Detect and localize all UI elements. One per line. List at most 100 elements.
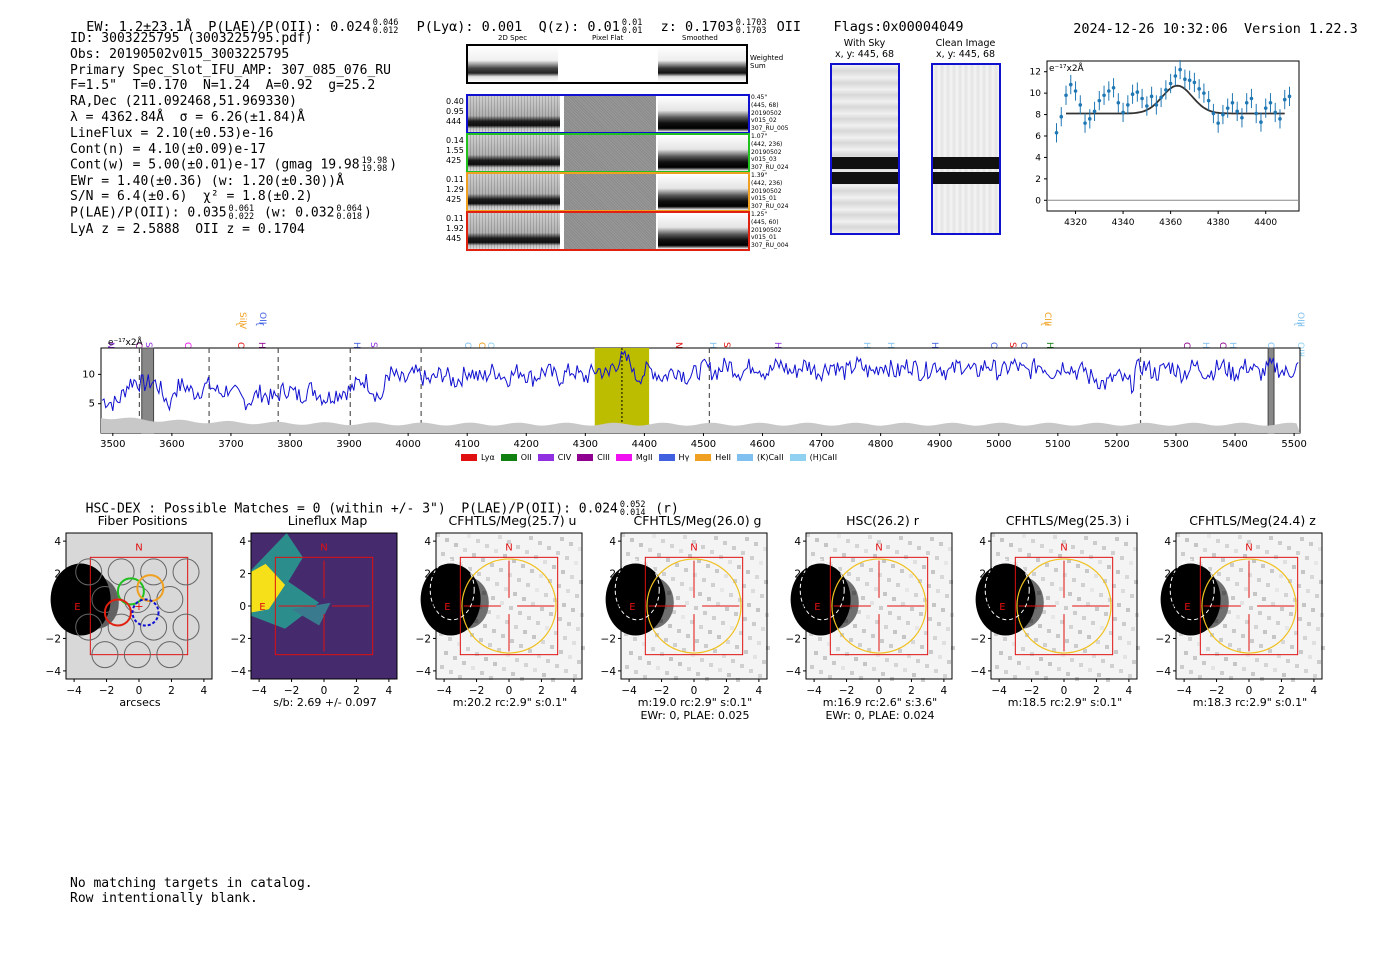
panel-xtick-label: 4	[1126, 685, 1133, 697]
pixel-noise	[833, 548, 837, 552]
north-label: N	[505, 543, 512, 554]
pixel-noise	[1017, 661, 1021, 665]
pixel-noise	[894, 663, 898, 667]
pixel-noise	[1136, 646, 1140, 650]
pixel-noise	[712, 616, 716, 620]
info-lya: LyA z = 2.5888 OII z = 0.1704	[70, 221, 305, 237]
pixel-noise	[661, 539, 665, 543]
pixel-noise	[909, 574, 913, 578]
pixel-noise	[1091, 621, 1095, 625]
pixel-noise	[747, 603, 751, 607]
pixel-noise	[509, 606, 513, 610]
pixel-noise	[892, 597, 896, 601]
zoom-point	[1187, 78, 1192, 83]
pixel-noise	[462, 661, 466, 665]
spectrum-xtick-label: 5000	[986, 439, 1011, 450]
cutout-stat: 1.55	[446, 146, 464, 155]
pixel-noise	[1092, 654, 1096, 658]
pixel-noise	[1257, 578, 1261, 582]
pixel-noise	[644, 562, 648, 566]
pixel-noise	[820, 557, 824, 561]
pixel-noise	[1299, 650, 1303, 654]
aperture-box	[829, 556, 929, 656]
header-version: Version 1.22.3	[1243, 21, 1358, 37]
pixel-noise	[536, 621, 540, 625]
legend-swatch	[615, 454, 632, 461]
pixel-noise	[484, 657, 488, 661]
selected-fiber	[116, 577, 145, 606]
pixel-noise	[554, 631, 558, 635]
zoom-point	[1130, 92, 1135, 97]
pixel-noise	[1012, 642, 1016, 646]
pixel-noise	[1096, 640, 1100, 644]
pixel-noise	[1234, 549, 1238, 553]
pixel-noise	[752, 622, 756, 626]
pixel-noise	[568, 655, 572, 659]
pixel-noise	[766, 646, 770, 650]
spectrum-xtick-label: 5100	[1045, 439, 1070, 450]
zoom-point	[1087, 117, 1092, 121]
pixel-noise	[666, 558, 670, 562]
pixel-noise	[1082, 616, 1086, 620]
cutout-meta: (445, 60)	[751, 218, 779, 226]
pixel-noise	[810, 665, 814, 669]
pixel-noise	[1112, 584, 1116, 588]
pixel-noise	[444, 651, 448, 655]
pixel-noise	[1258, 611, 1262, 615]
pixel-noise	[554, 631, 558, 635]
pixel-noise	[680, 582, 684, 586]
pixel-noise	[572, 641, 576, 645]
zoom-frame	[1046, 60, 1300, 212]
pixel-noise	[1115, 537, 1119, 541]
pixel-noise	[828, 675, 832, 679]
pixel-noise	[1217, 572, 1221, 576]
zoom-point	[1211, 111, 1216, 116]
fiber-circle	[140, 558, 168, 586]
cutout-smoothed	[658, 135, 748, 171]
zoom-point	[1121, 110, 1125, 115]
pixel-noise	[850, 671, 854, 675]
pixel-noise	[682, 648, 686, 652]
fiber-circle	[140, 613, 168, 641]
pixel-noise	[477, 572, 481, 576]
zoom-line-fit-plot: 12 10 8 6 4 2 0 4320 4340 4360 4380 4400 e⁻¹⁷x2Å	[1030, 59, 1300, 225]
pixel-noise	[679, 549, 683, 553]
pixel-noise	[519, 644, 523, 648]
info-plae-w-lo: 0.018	[336, 212, 363, 223]
pixel-noise	[507, 540, 511, 544]
pixel-noise	[498, 535, 502, 539]
panel-xtick-label: 2	[353, 685, 360, 697]
pixel-noise	[522, 597, 526, 601]
pixel-noise	[1275, 588, 1279, 592]
pixel-noise	[1220, 671, 1224, 675]
pixel-noise	[1023, 567, 1027, 571]
pixel-noise	[918, 579, 922, 583]
pixel-noise	[1311, 608, 1315, 612]
pixel-noise	[551, 678, 555, 682]
zoom-ytick-label: 4	[1035, 153, 1041, 163]
pixel-noise	[677, 629, 681, 633]
pixel-noise	[889, 644, 893, 648]
pixel-noise	[1070, 658, 1074, 662]
panel-caption-2: EWr: 0, PLAE: 0.025	[640, 709, 750, 722]
east-label: E	[259, 602, 265, 613]
pixel-noise	[475, 652, 479, 656]
pixel-noise	[1111, 551, 1115, 555]
pixel-noise	[869, 568, 873, 572]
panel-xtick-label: 0	[136, 685, 143, 697]
zoom-point	[1059, 114, 1064, 119]
spectrum-xtick-label: 4000	[395, 439, 420, 450]
pixel-noise	[1091, 621, 1095, 625]
pixel-noise	[1078, 630, 1082, 634]
spectrum-ylabel: e⁻¹⁷x2Å	[108, 336, 144, 348]
weighted-sum-strip	[466, 44, 748, 84]
cutout-stat: 0.95	[446, 107, 464, 116]
pixel-noise	[729, 593, 733, 597]
pixel-noise	[1261, 564, 1265, 568]
pixel-noise	[763, 547, 767, 551]
pixel-noise	[1176, 533, 1180, 537]
pixel-noise	[1073, 611, 1077, 615]
zoom-data: 12 10 8 6 4 2 0 4320 4340 4360 4380 4400	[1030, 59, 1299, 225]
panel-xtick-label: 0	[1061, 685, 1068, 697]
pixel-noise	[1044, 676, 1048, 680]
